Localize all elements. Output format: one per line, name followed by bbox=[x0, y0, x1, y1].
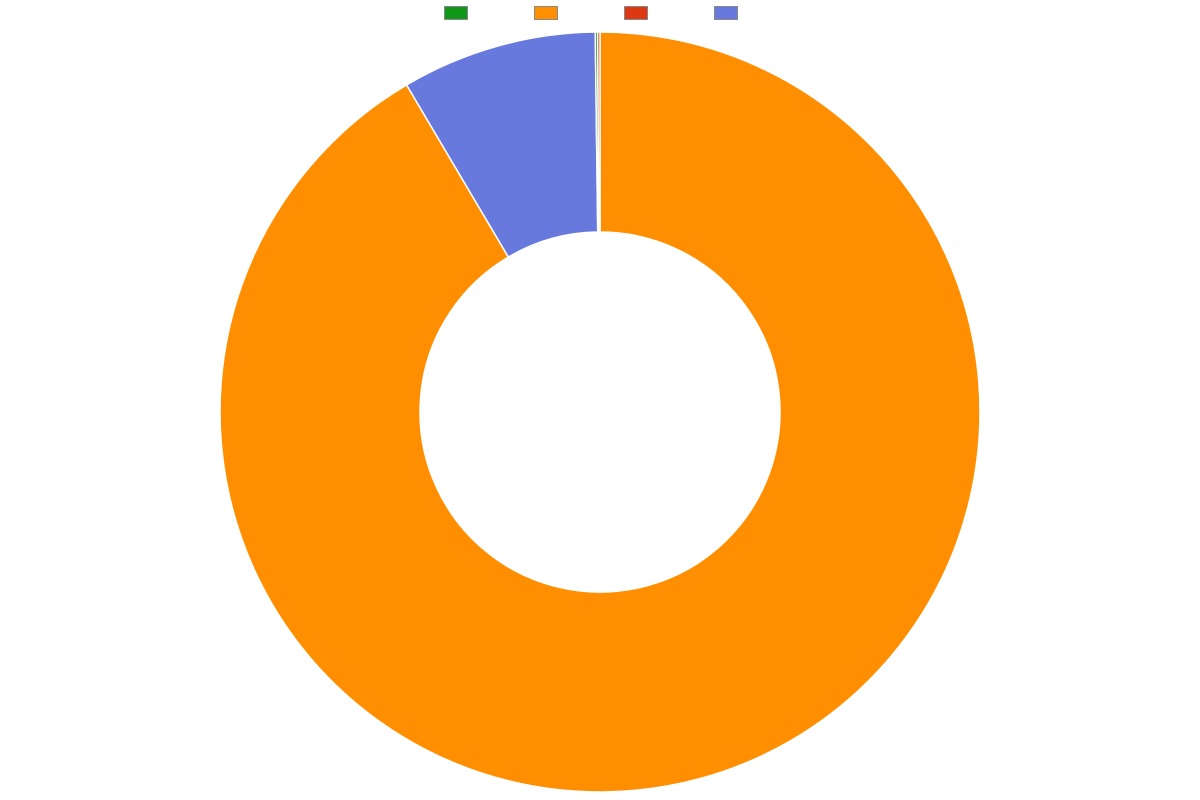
donut-chart bbox=[0, 24, 1200, 800]
legend-label bbox=[746, 6, 756, 20]
legend-item bbox=[444, 6, 486, 20]
legend-swatch bbox=[534, 6, 558, 20]
legend bbox=[0, 6, 1200, 20]
legend-swatch bbox=[624, 6, 648, 20]
legend-swatch bbox=[444, 6, 468, 20]
donut-slice bbox=[598, 32, 600, 232]
legend-label bbox=[566, 6, 576, 20]
legend-item bbox=[714, 6, 756, 20]
legend-swatch bbox=[714, 6, 738, 20]
legend-label bbox=[476, 6, 486, 20]
legend-item bbox=[624, 6, 666, 20]
legend-label bbox=[656, 6, 666, 20]
donut-svg bbox=[0, 24, 1200, 800]
legend-item bbox=[534, 6, 576, 20]
chart-stage bbox=[0, 0, 1200, 800]
